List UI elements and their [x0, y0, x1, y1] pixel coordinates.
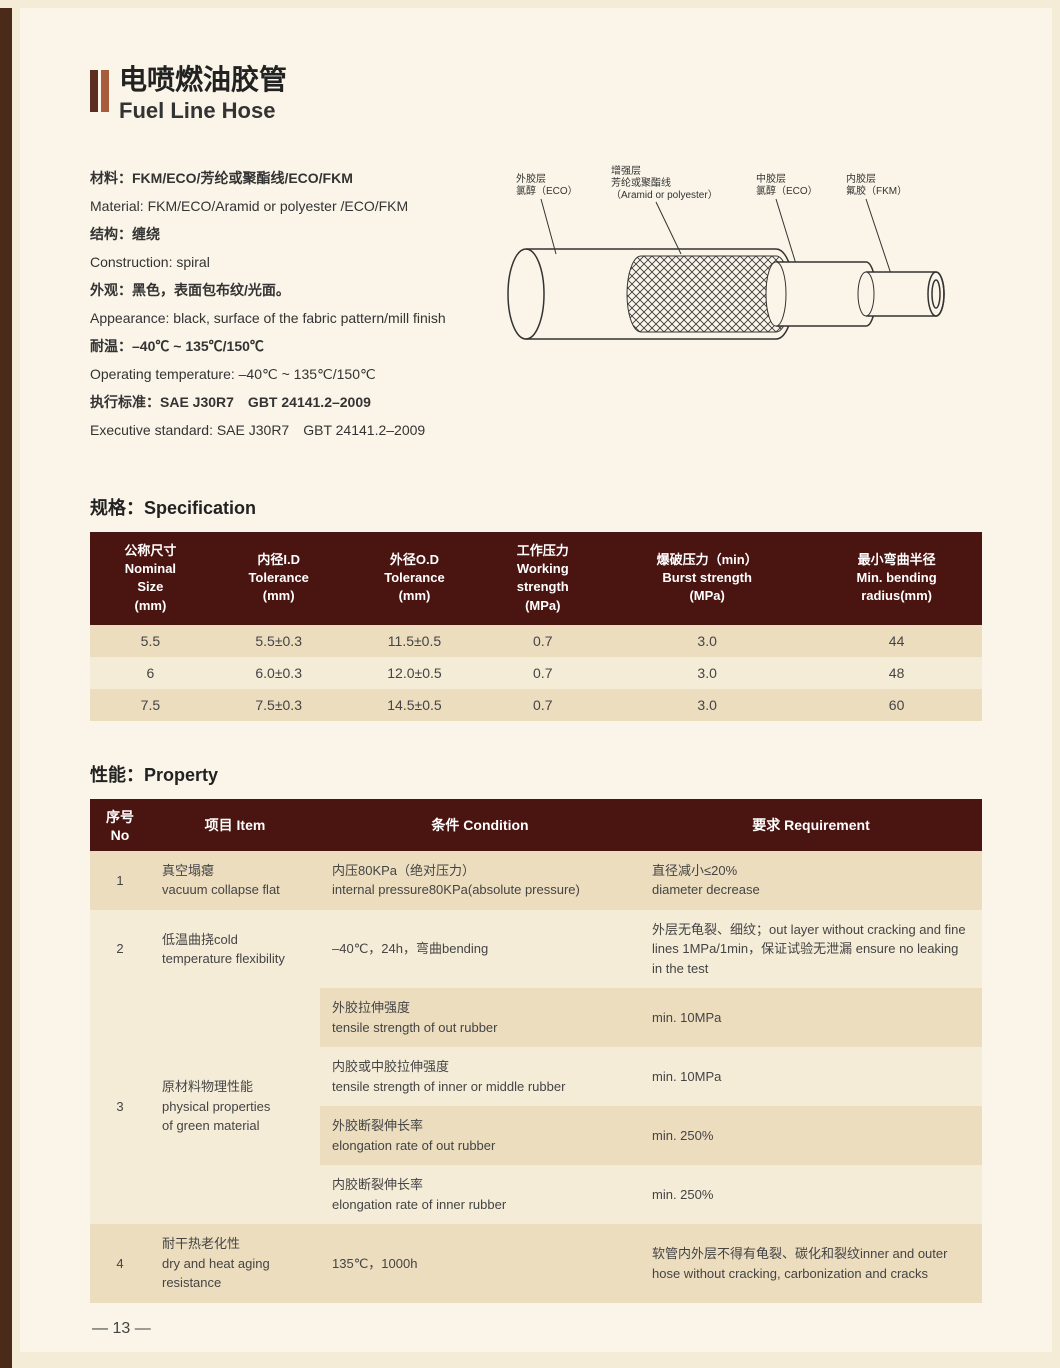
spec-cell: 7.5	[90, 689, 211, 721]
prop-no: 2	[90, 910, 150, 989]
spec-cell: 6.0±0.3	[211, 657, 347, 689]
appearance-en: Appearance: black, surface of the fabric…	[90, 304, 470, 332]
prop-requirement: 直径减小≤20%diameter decrease	[640, 851, 982, 910]
table-row: 5.55.5±0.311.5±0.50.73.044	[90, 625, 982, 657]
diagram-label-4a: 内胶层	[846, 172, 876, 185]
spec-cell: 3.0	[603, 689, 811, 721]
spec-cell: 48	[811, 657, 982, 689]
spec-cell: 11.5±0.5	[347, 625, 483, 657]
property-table: 序号 No项目 Item条件 Condition要求 Requirement 1…	[90, 799, 982, 1303]
prop-section-title: 性能：Property	[90, 761, 982, 787]
table-row: 2低温曲挠coldtemperature flexibility–40℃，24h…	[90, 910, 982, 989]
spec-cell: 14.5±0.5	[347, 689, 483, 721]
prop-header: 条件 Condition	[320, 799, 640, 851]
material-cn: 材料：FKM/ECO/芳纶或聚酯线/ECO/FKM	[90, 164, 470, 192]
prop-no: 4	[90, 1224, 150, 1303]
spec-header: 最小弯曲半径Min. bendingradius(mm)	[811, 532, 982, 625]
diagram-label-3a: 中胶层	[756, 172, 786, 185]
spec-header: 内径I.DTolerance(mm)	[211, 532, 347, 625]
spec-cell: 0.7	[482, 657, 603, 689]
prop-item: 低温曲挠coldtemperature flexibility	[150, 910, 320, 989]
spec-cell: 3.0	[603, 625, 811, 657]
spec-cell: 12.0±0.5	[347, 657, 483, 689]
spec-cell: 3.0	[603, 657, 811, 689]
prop-requirement: 软管内外层不得有龟裂、碳化和裂纹inner and outer hose wit…	[640, 1224, 982, 1303]
spec-header: 外径O.DTolerance(mm)	[347, 532, 483, 625]
page-number: — 13 —	[92, 1320, 151, 1338]
prop-requirement: min. 10MPa	[640, 1047, 982, 1106]
material-en: Material: FKM/ECO/Aramid or polyester /E…	[90, 192, 470, 220]
diagram-label-1a: 外胶层	[516, 172, 546, 185]
prop-condition: 内胶断裂伸长率elongation rate of inner rubber	[320, 1165, 640, 1224]
table-row: 66.0±0.312.0±0.50.73.048	[90, 657, 982, 689]
prop-condition: 外胶断裂伸长率elongation rate of out rubber	[320, 1106, 640, 1165]
spec-cell: 5.5	[90, 625, 211, 657]
diagram-label-2c: （Aramid or polyester）	[611, 189, 718, 201]
title-decoration-bars	[90, 70, 109, 112]
title-cn: 电喷燃油胶管	[119, 58, 287, 98]
construction-cn: 结构：缠绕	[90, 220, 470, 248]
title-en: Fuel Line Hose	[119, 98, 287, 124]
diagram-label-3b: 氯醇（ECO）	[756, 184, 818, 197]
prop-requirement: min. 250%	[640, 1106, 982, 1165]
prop-condition: 内压80KPa（绝对压力）internal pressure80KPa(abso…	[320, 851, 640, 910]
prop-item: 耐干热老化性dry and heat agingresistance	[150, 1224, 320, 1303]
spec-cell: 44	[811, 625, 982, 657]
prop-requirement: min. 10MPa	[640, 988, 982, 1047]
spec-header: 爆破压力（min）Burst strength(MPa)	[603, 532, 811, 625]
prop-requirement: 外层无龟裂、细纹；out layer without cracking and …	[640, 910, 982, 989]
spec-cell: 6	[90, 657, 211, 689]
spec-header: 公称尺寸NominalSize(mm)	[90, 532, 211, 625]
prop-header: 项目 Item	[150, 799, 320, 851]
prop-item: 原材料物理性能physical propertiesof green mater…	[150, 988, 320, 1224]
prop-requirement: min. 250%	[640, 1165, 982, 1224]
table-row: 1真空塌瘪vacuum collapse flat内压80KPa（绝对压力）in…	[90, 851, 982, 910]
prop-condition: 内胶或中胶拉伸强度tensile strength of inner or mi…	[320, 1047, 640, 1106]
diagram-label-2a: 增强层	[611, 164, 641, 177]
spec-cell: 60	[811, 689, 982, 721]
prop-no: 1	[90, 851, 150, 910]
hose-diagram: 外胶层 氯醇（ECO） 增强层 芳纶或聚酯线 （Aramid or polyes…	[490, 164, 982, 444]
appearance-cn: 外观：黑色，表面包布纹/光面。	[90, 276, 470, 304]
standard-cn: 执行标准：SAE J30R7 GBT 24141.2–2009	[90, 388, 470, 416]
table-row: 3原材料物理性能physical propertiesof green mate…	[90, 988, 982, 1047]
spec-cell: 5.5±0.3	[211, 625, 347, 657]
specification-table: 公称尺寸NominalSize(mm)内径I.DTolerance(mm)外径O…	[90, 532, 982, 721]
prop-header: 序号 No	[90, 799, 150, 851]
prop-condition: 135℃，1000h	[320, 1224, 640, 1303]
prop-no: 3	[90, 988, 150, 1224]
table-row: 7.57.5±0.314.5±0.50.73.060	[90, 689, 982, 721]
page-title-block: 电喷燃油胶管 Fuel Line Hose	[90, 58, 982, 124]
prop-condition: 外胶拉伸强度tensile strength of out rubber	[320, 988, 640, 1047]
spec-cell: 7.5±0.3	[211, 689, 347, 721]
spec-section-title: 规格：Specification	[90, 494, 982, 520]
table-row: 4耐干热老化性dry and heat agingresistance135℃，…	[90, 1224, 982, 1303]
spec-cell: 0.7	[482, 625, 603, 657]
diagram-label-4b: 氟胶（FKM）	[846, 184, 907, 197]
diagram-label-1b: 氯醇（ECO）	[516, 184, 578, 197]
prop-item: 真空塌瘪vacuum collapse flat	[150, 851, 320, 910]
temp-cn: 耐温：–40℃ ~ 135℃/150℃	[90, 332, 470, 360]
construction-en: Construction: spiral	[90, 248, 470, 276]
standard-en: Executive standard: SAE J30R7 GBT 24141.…	[90, 416, 470, 444]
spec-header: 工作压力Workingstrength(MPa)	[482, 532, 603, 625]
material-info: 材料：FKM/ECO/芳纶或聚酯线/ECO/FKM Material: FKM/…	[90, 164, 470, 444]
diagram-label-2b: 芳纶或聚酯线	[611, 176, 671, 189]
prop-header: 要求 Requirement	[640, 799, 982, 851]
temp-en: Operating temperature: –40℃ ~ 135℃/150℃	[90, 360, 470, 388]
spec-cell: 0.7	[482, 689, 603, 721]
prop-condition: –40℃，24h，弯曲bending	[320, 910, 640, 989]
